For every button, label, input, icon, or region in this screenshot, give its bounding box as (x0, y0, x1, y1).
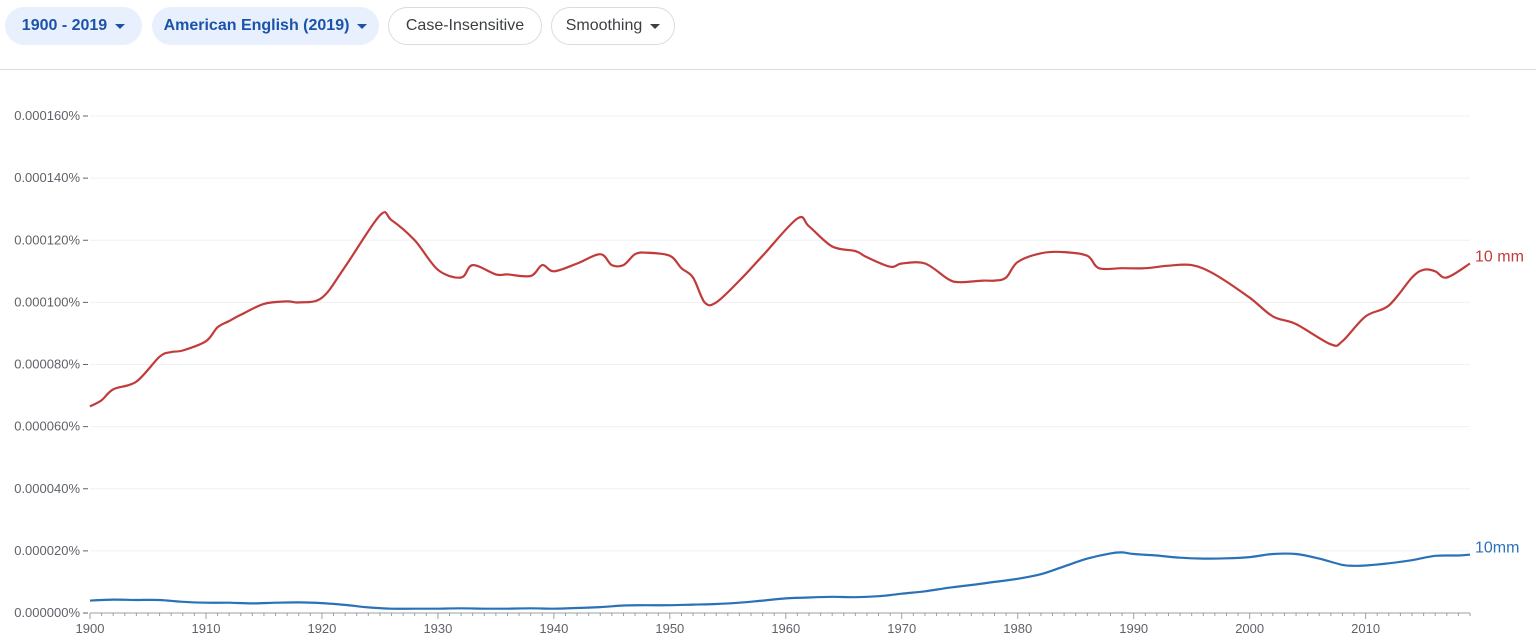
smoothing-label: Smoothing (565, 17, 643, 34)
y-axis: 0.000000% 0.000020% 0.000040% 0.000060% 0.00… (14, 108, 88, 620)
y-tick-label: 0.000120% (14, 232, 80, 247)
x-tick-label: 1920 (307, 621, 336, 636)
date-range-dropdown[interactable]: 1900 - 2019 (5, 7, 142, 45)
grid (90, 115, 1470, 552)
series-label[interactable]: 10 mm (1475, 249, 1524, 266)
series-line[interactable] (89, 211, 1471, 408)
y-tick-label: 0.000100% (14, 294, 80, 309)
date-range-label: 1900 - 2019 (21, 17, 108, 34)
x-tick-label: 1900 (76, 621, 105, 636)
y-tick-label: 0.000000% (14, 605, 80, 620)
series-group: 10 mm 10mm (89, 211, 1524, 610)
x-tick-label: 1990 (1119, 621, 1148, 636)
x-tick-label: 1980 (1003, 621, 1032, 636)
x-tick-label: 1940 (539, 621, 568, 636)
series-label[interactable]: 10mm (1475, 540, 1519, 557)
x-tick-label: 1960 (771, 621, 800, 636)
case-insensitive-label: Case-Insensitive (405, 17, 525, 34)
corpus-label: American English (2019) (163, 17, 350, 34)
x-tick-label: 1950 (655, 621, 684, 636)
series-line[interactable] (89, 551, 1471, 610)
toolbar: 1900 - 2019 American English (2019) Case… (0, 0, 1536, 70)
chevron-down-icon (650, 23, 661, 29)
y-tick-label: 0.000080% (14, 357, 80, 372)
chevron-down-icon (357, 23, 368, 29)
x-tick-label: 1910 (192, 621, 221, 636)
ngram-line-chart: 1900 1910 1920 1930 1940 1950 1960 1970 1980 1990… (14, 108, 1524, 636)
chevron-down-icon (115, 23, 126, 29)
y-tick-label: 0.000060% (14, 419, 80, 434)
y-tick-label: 0.000160% (14, 108, 80, 123)
x-axis: 1900 1910 1920 1930 1940 1950 1960 1970 1980 1990… (76, 612, 1471, 636)
x-tick-label: 2010 (1351, 621, 1380, 636)
case-insensitive-toggle[interactable]: Case-Insensitive (388, 7, 542, 45)
y-tick-label: 0.000040% (14, 481, 80, 496)
smoothing-dropdown[interactable]: Smoothing (551, 7, 675, 45)
x-tick-label: 1970 (887, 621, 916, 636)
y-tick-label: 0.000140% (14, 170, 80, 185)
corpus-dropdown[interactable]: American English (2019) (152, 7, 379, 45)
x-tick-label: 1930 (423, 621, 452, 636)
x-tick-label: 2000 (1235, 621, 1264, 636)
y-tick-label: 0.000020% (14, 543, 80, 558)
